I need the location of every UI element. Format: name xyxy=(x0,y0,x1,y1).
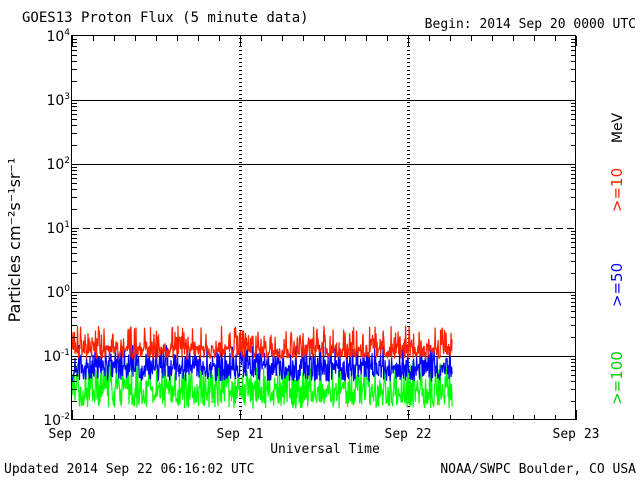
y-tick-label: 10-1 xyxy=(43,348,70,365)
updated-timestamp: Updated 2014 Sep 22 06:16:02 UTC xyxy=(4,462,254,477)
y-tick-label: 102 xyxy=(46,156,70,173)
series-line-ge10 xyxy=(71,325,453,361)
plot-frame xyxy=(71,35,576,420)
x-tick-labels: Sep 20 Sep 21 Sep 22 Sep 23 xyxy=(49,427,600,442)
y-tick-label: 104 xyxy=(46,28,70,45)
chart-title: GOES13 Proton Flux (5 minute data) xyxy=(22,10,309,26)
x-tick-label: Sep 23 xyxy=(553,427,600,442)
axis-ticks xyxy=(72,36,577,420)
y-axis-label: Particles cm⁻²s⁻¹sr⁻¹ xyxy=(5,158,24,323)
series-line-ge50 xyxy=(71,344,453,383)
series-line-ge100 xyxy=(71,360,453,409)
x-tick-label: Sep 21 xyxy=(217,427,264,442)
y-tick-label: 103 xyxy=(46,92,70,109)
y-tick-label: 100 xyxy=(46,284,70,301)
credit-text: NOAA/SWPC Boulder, CO USA xyxy=(440,462,636,477)
legend-ge100: >=100 xyxy=(608,351,626,405)
legend-ge50: >=50 xyxy=(608,263,626,307)
series-group xyxy=(71,325,453,409)
legend-ge10: >=10 xyxy=(608,168,626,212)
y-tick-labels: 10-2 10-1 100 101 102 103 104 xyxy=(43,28,70,429)
legend: MeV >=10 >=50 >=100 xyxy=(608,112,626,404)
y-tick-label: 101 xyxy=(46,220,70,237)
x-tick-label: Sep 20 xyxy=(49,427,96,442)
x-tick-label: Sep 22 xyxy=(385,427,432,442)
x-axis-label: Universal Time xyxy=(270,442,380,457)
chart-subtitle: Begin: 2014 Sep 20 0000 UTC xyxy=(425,17,636,32)
legend-unit-mev: MeV xyxy=(610,112,626,143)
y-tick-label: 10-2 xyxy=(43,412,70,429)
reference-lines xyxy=(72,100,576,357)
